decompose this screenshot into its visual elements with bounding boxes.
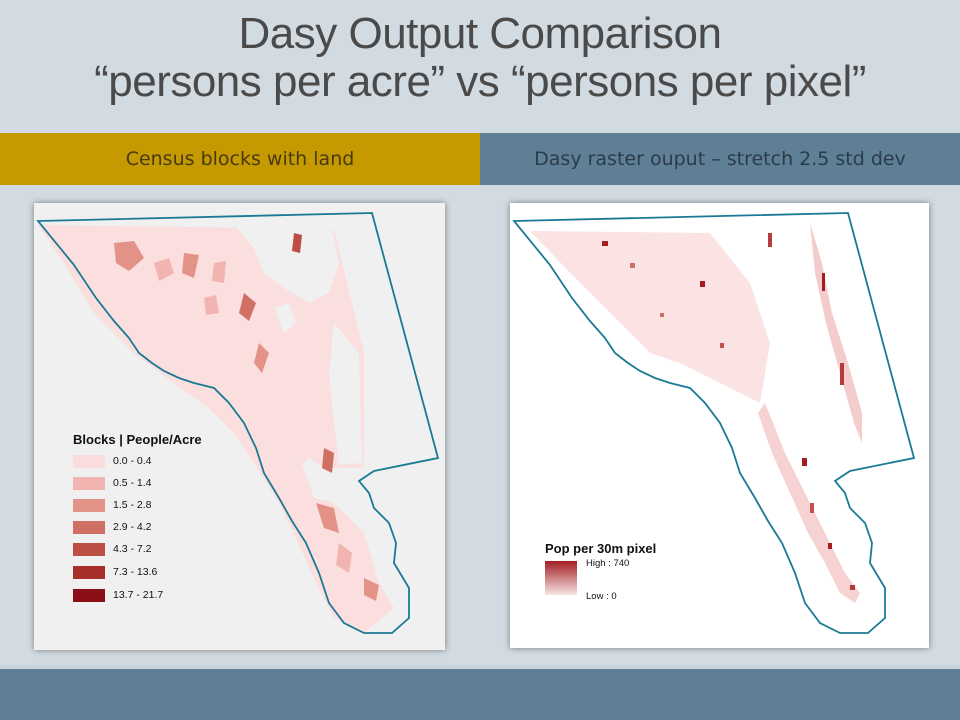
legend-label: 13.7 - 21.7 [113, 589, 164, 601]
water-area-3 [274, 303, 296, 333]
legend-swatch [73, 566, 105, 579]
footer-bar [0, 665, 960, 720]
dasy-raster-map: Pop per 30m pixel High : 740 Low : 0 [510, 203, 929, 648]
header-left: Census blocks with land [0, 133, 480, 185]
header-right: Dasy raster ouput – stretch 2.5 std dev [480, 133, 960, 185]
slide-title: Dasy Output Comparison “persons per acre… [0, 10, 960, 106]
legend-label: 4.3 - 7.2 [113, 543, 152, 555]
legend-color-ramp [545, 561, 577, 595]
legend-swatch [73, 499, 105, 512]
legend-label: 0.0 - 0.4 [113, 455, 152, 467]
legend-label: 2.9 - 4.2 [113, 521, 152, 533]
title-line-1: Dasy Output Comparison [238, 9, 723, 58]
raster-barrier-strip [810, 223, 862, 443]
legend-label: 7.3 - 13.6 [113, 566, 158, 578]
legend-label: 1.5 - 2.8 [113, 499, 152, 511]
raster-dense-cells [602, 233, 855, 590]
raster-coast-strip [758, 403, 860, 603]
dense-blocks [114, 233, 379, 601]
land-area [38, 225, 394, 633]
water-area-2 [329, 323, 362, 465]
legend-low-label: Low : 0 [586, 591, 617, 602]
legend-title-pixel: Pop per 30m pixel [545, 541, 657, 556]
water-area [234, 225, 339, 303]
legend-title-blocks: Blocks | People/Acre [73, 432, 202, 447]
legend-swatch [73, 455, 105, 468]
dasy-raster-map-graphic [512, 212, 916, 634]
legend-swatch [73, 521, 105, 534]
legend-swatch [73, 543, 105, 556]
legend-high-label: High : 740 [586, 558, 630, 569]
census-blocks-map-graphic [36, 212, 440, 634]
county-boundary-right [512, 212, 916, 634]
title-line-2: “persons per acre” vs “persons per pixel… [94, 57, 866, 106]
legend-swatch [73, 589, 105, 602]
raster-land-area [530, 231, 770, 403]
legend-swatch [73, 477, 105, 490]
legend-label: 0.5 - 1.4 [113, 477, 152, 489]
census-blocks-map: Blocks | People/Acre 0.0 - 0.4 0.5 - 1.4… [34, 203, 445, 650]
county-boundary [36, 212, 440, 634]
